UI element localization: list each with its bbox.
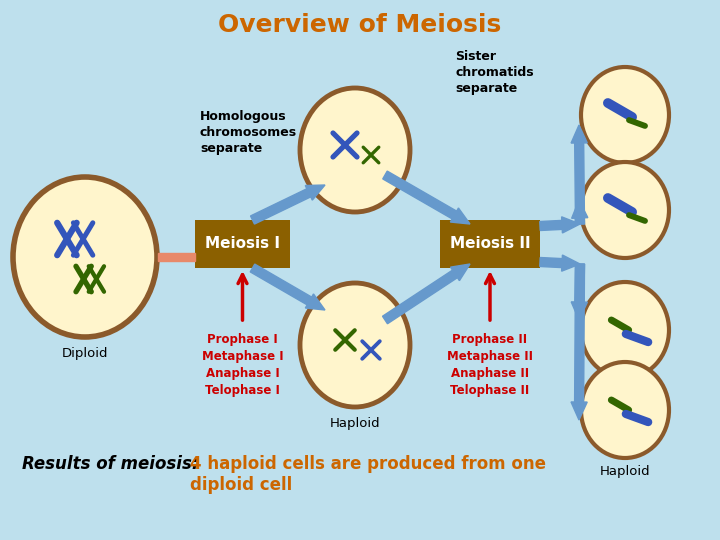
Ellipse shape (300, 283, 410, 407)
Text: Haploid: Haploid (330, 417, 380, 430)
Ellipse shape (581, 162, 669, 258)
FancyArrow shape (382, 264, 470, 324)
Text: 4 haploid cells are produced from one
diploid cell: 4 haploid cells are produced from one di… (190, 455, 546, 494)
Ellipse shape (581, 67, 669, 163)
Text: Sister
chromatids
separate: Sister chromatids separate (455, 50, 534, 95)
Text: Meiosis II: Meiosis II (450, 237, 531, 252)
FancyBboxPatch shape (440, 220, 540, 268)
FancyArrow shape (572, 200, 588, 224)
FancyArrow shape (251, 264, 325, 310)
Text: Meiosis I: Meiosis I (205, 237, 280, 252)
Text: Diploid: Diploid (62, 347, 108, 360)
FancyArrow shape (251, 185, 325, 224)
FancyArrow shape (571, 264, 588, 320)
Ellipse shape (581, 282, 669, 378)
Text: Prophase I
Metaphase I
Anaphase I
Telophase I: Prophase I Metaphase I Anaphase I Teloph… (202, 333, 283, 397)
FancyArrow shape (571, 264, 588, 420)
Text: Prophase II
Metaphase II
Anaphase II
Telophase II: Prophase II Metaphase II Anaphase II Tel… (447, 333, 533, 397)
Text: Overview of Meiosis: Overview of Meiosis (218, 13, 502, 37)
FancyArrow shape (540, 217, 580, 233)
FancyBboxPatch shape (195, 220, 290, 268)
Ellipse shape (581, 362, 669, 458)
FancyArrow shape (540, 255, 580, 271)
FancyArrow shape (158, 253, 195, 261)
Text: Homologous
chromosomes
separate: Homologous chromosomes separate (200, 110, 297, 155)
Text: Haploid: Haploid (600, 465, 650, 478)
FancyArrow shape (383, 171, 470, 224)
Text: Results of meiosis:: Results of meiosis: (22, 455, 204, 473)
FancyArrow shape (571, 125, 588, 224)
Ellipse shape (300, 88, 410, 212)
Ellipse shape (13, 177, 157, 337)
